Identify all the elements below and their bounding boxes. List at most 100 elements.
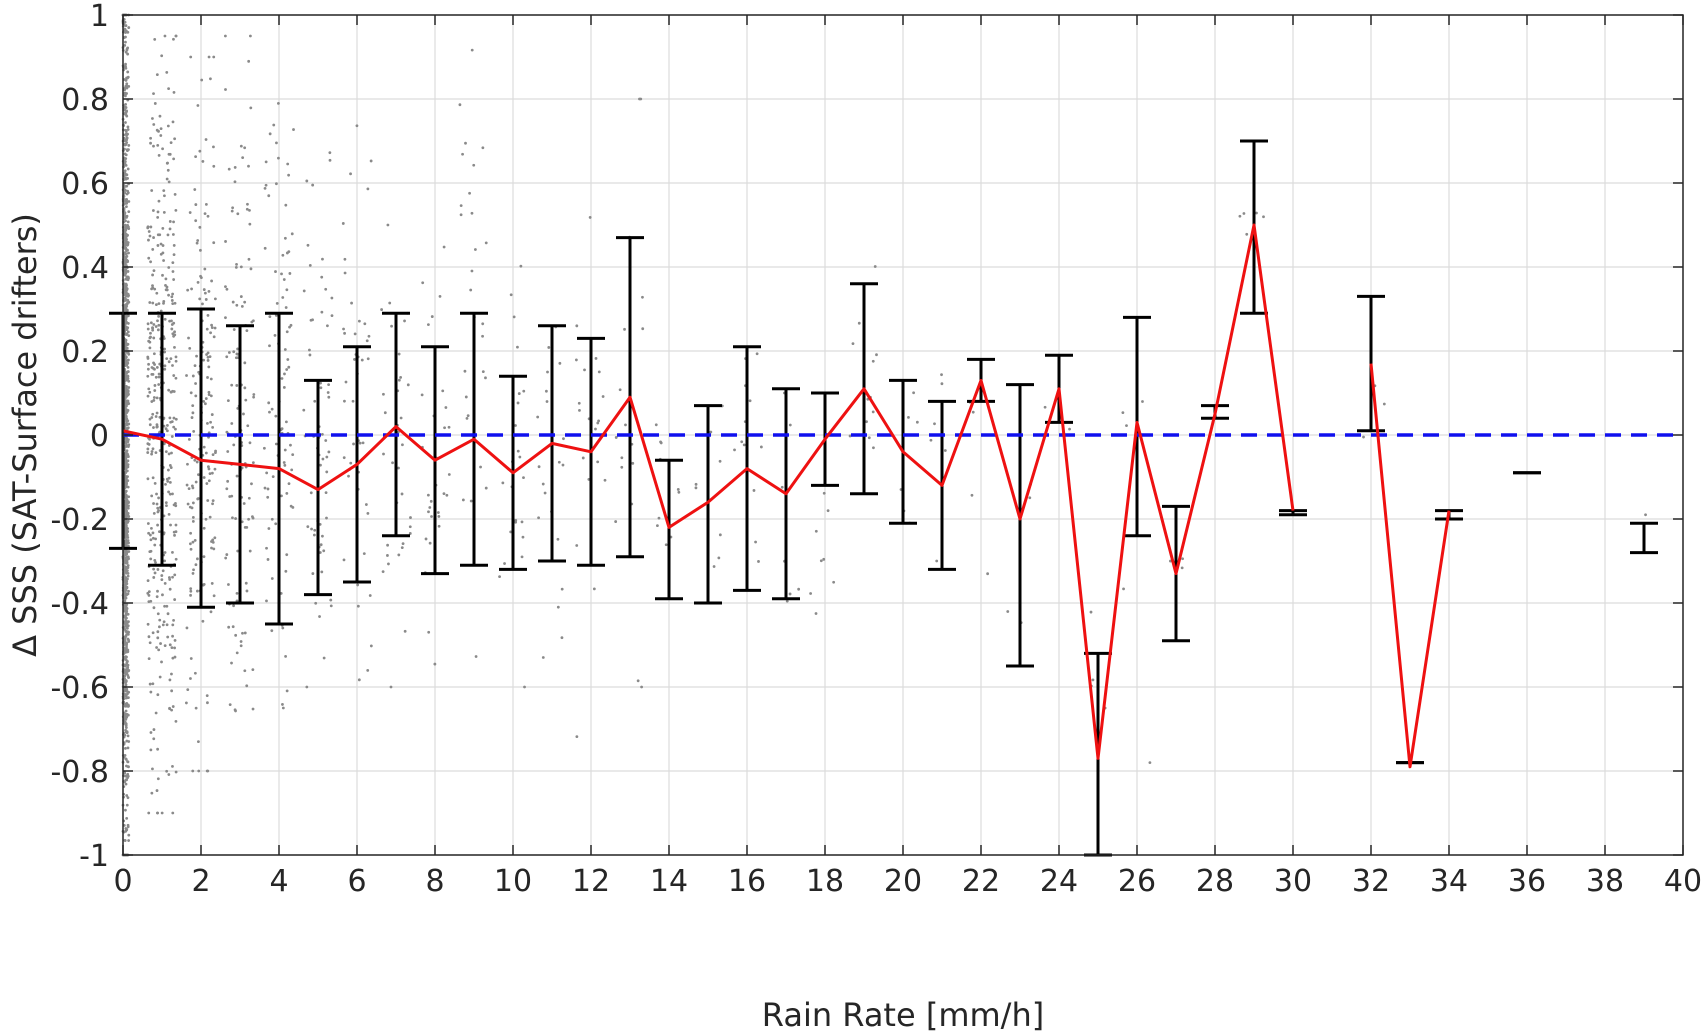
scatter-point xyxy=(871,410,875,414)
scatter-point xyxy=(126,167,130,171)
scatter-point xyxy=(1043,405,1047,409)
x-tick-label: 14 xyxy=(650,864,688,899)
scatter-point xyxy=(166,168,170,172)
scatter-point xyxy=(287,365,291,369)
error-bar xyxy=(304,378,332,597)
scatter-point xyxy=(124,521,128,525)
scatter-point xyxy=(1180,566,1184,570)
scatter-point xyxy=(1255,211,1258,215)
scatter-point xyxy=(202,445,206,449)
scatter-point xyxy=(190,287,193,291)
scatter-point xyxy=(123,244,127,248)
scatter-point xyxy=(166,635,170,639)
scatter-point xyxy=(287,482,291,486)
scatter-point xyxy=(163,604,166,608)
error-bar xyxy=(1006,383,1034,668)
error-bar xyxy=(382,311,410,538)
scatter-point xyxy=(124,376,127,380)
scatter-point xyxy=(167,293,170,297)
scatter-point xyxy=(152,426,155,429)
scatter-point xyxy=(163,551,167,554)
y-tick-label: 0.6 xyxy=(61,167,109,202)
scatter-point xyxy=(355,124,359,128)
scatter-point xyxy=(167,513,171,516)
scatter-point xyxy=(148,390,152,394)
scatter-point xyxy=(912,391,916,395)
scatter-point xyxy=(124,455,128,459)
scatter-point xyxy=(243,146,247,150)
scatter-point xyxy=(210,326,214,329)
scatter-point xyxy=(123,839,127,842)
scatter-point xyxy=(469,288,473,292)
scatter-point xyxy=(124,540,128,544)
scatter-point xyxy=(244,398,248,402)
scatter-point xyxy=(347,474,350,478)
scatter-point xyxy=(149,260,153,264)
scatter-point xyxy=(623,327,626,331)
scatter-point xyxy=(274,414,278,418)
scatter-point xyxy=(125,794,129,797)
scatter-point xyxy=(481,146,485,150)
scatter-point xyxy=(124,62,127,66)
scatter-point xyxy=(280,494,283,498)
scatter-point xyxy=(168,227,172,231)
scatter-point xyxy=(365,339,369,343)
scatter-point xyxy=(125,439,129,443)
scatter-point xyxy=(170,451,173,455)
scatter-point xyxy=(292,128,295,131)
x-tick-label: 12 xyxy=(572,864,610,899)
x-tick-label: 4 xyxy=(269,864,288,899)
scatter-point xyxy=(126,260,130,264)
scatter-point xyxy=(472,163,476,167)
scatter-point xyxy=(826,509,830,513)
scatter-point xyxy=(171,332,175,336)
scatter-point xyxy=(149,731,153,734)
scatter-point xyxy=(1181,557,1184,561)
scatter-point xyxy=(185,626,189,630)
scatter-point xyxy=(468,191,471,195)
scatter-point xyxy=(636,679,640,683)
scatter-point xyxy=(152,269,156,272)
scatter-point xyxy=(503,562,506,565)
scatter-point xyxy=(173,301,177,305)
scatter-point xyxy=(207,479,211,483)
scatter-point xyxy=(193,364,197,368)
scatter-point xyxy=(470,269,474,273)
scatter-point xyxy=(126,630,130,634)
scatter-point xyxy=(366,357,370,361)
scatter-point xyxy=(123,43,127,47)
scatter-point xyxy=(656,524,659,528)
scatter-point xyxy=(155,492,158,496)
scatter-point xyxy=(232,350,236,354)
scatter-point xyxy=(124,668,128,672)
scatter-point xyxy=(620,456,624,460)
scatter-point xyxy=(150,791,154,795)
scatter-point xyxy=(149,538,153,542)
scatter-point xyxy=(230,422,234,425)
scatter-point xyxy=(126,760,129,764)
scatter-point xyxy=(248,208,251,212)
scatter-point xyxy=(126,465,129,469)
scatter-point xyxy=(581,456,585,460)
scatter-point xyxy=(163,317,167,321)
scatter-point xyxy=(575,324,579,328)
scatter-point xyxy=(124,558,128,562)
scatter-point xyxy=(1091,678,1095,682)
scatter-point xyxy=(146,451,150,454)
scatter-point xyxy=(189,657,193,660)
scatter-point xyxy=(174,376,178,380)
scatter-point xyxy=(199,248,202,252)
scatter-point xyxy=(174,557,178,561)
scatter-point xyxy=(380,308,383,311)
scatter-point xyxy=(127,402,131,406)
scatter-point xyxy=(123,392,127,395)
scatter-point xyxy=(562,437,565,441)
scatter-point xyxy=(125,48,129,52)
scatter-point xyxy=(124,163,128,167)
scatter-point xyxy=(152,92,155,96)
scatter-point xyxy=(126,314,130,318)
scatter-point xyxy=(224,556,228,560)
scatter-point xyxy=(281,296,285,299)
scatter-point xyxy=(481,322,485,326)
scatter-point xyxy=(127,334,131,338)
